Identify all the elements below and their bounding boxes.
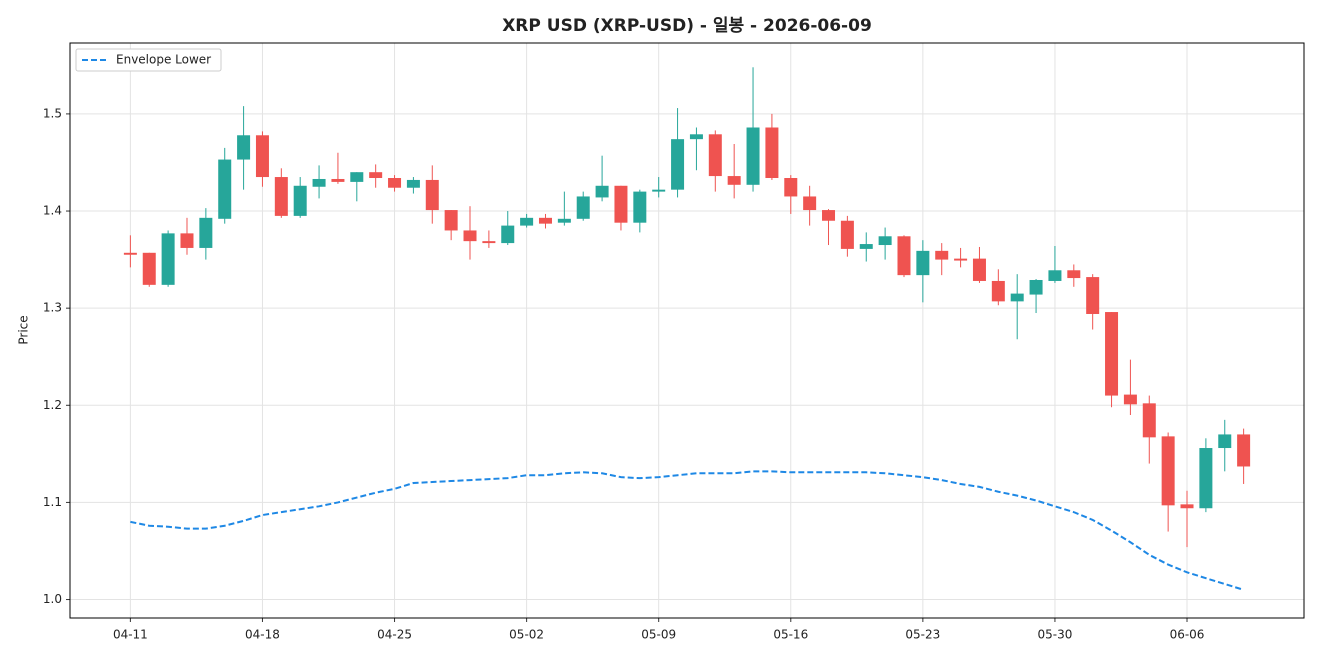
candle-body (142, 252, 156, 285)
candle-body (1029, 279, 1043, 295)
x-tick-label: 06-06 (1170, 628, 1205, 642)
x-tick-label: 04-25 (377, 628, 412, 642)
y-axis-label: Price (17, 315, 31, 344)
candle-body (237, 135, 251, 160)
candle-body (954, 258, 968, 261)
candle-body (935, 250, 949, 260)
x-tick-label: 04-18 (245, 628, 280, 642)
y-tick-label: 1.3 (43, 301, 62, 315)
candle-body (161, 233, 175, 285)
candle-body (331, 178, 345, 182)
candle-body (803, 196, 817, 211)
candle-body (538, 217, 552, 224)
candle-body (595, 185, 609, 198)
candle-body (633, 191, 647, 223)
candle-body (1048, 270, 1062, 281)
candle-body (689, 134, 703, 140)
y-tick-label: 1.5 (43, 106, 62, 120)
candle-body (123, 252, 137, 255)
line-series (130, 470, 1244, 591)
candle-body (991, 280, 1005, 302)
candle-body (482, 241, 496, 244)
chart-title: XRP USD (XRP-USD) - 일봉 - 2026-06-09 (502, 16, 872, 36)
candle-body (255, 135, 269, 178)
candle-body (765, 127, 779, 179)
candle-body (1237, 434, 1251, 467)
candle-body (312, 178, 326, 187)
x-tick-label: 04-11 (113, 628, 148, 642)
candle-body (822, 210, 836, 221)
candle-body (1199, 448, 1213, 509)
candle-body (652, 189, 666, 192)
candle-body (708, 134, 722, 177)
candle-body (1067, 270, 1081, 279)
plot-frame (69, 42, 1305, 619)
candle-body (878, 236, 892, 246)
legend-box (75, 48, 222, 72)
candle-body (501, 225, 515, 244)
x-tick-label: 05-23 (905, 628, 940, 642)
candle-body (520, 217, 534, 226)
candle-body (1161, 436, 1175, 506)
candle-body (1010, 293, 1024, 302)
y-tick-label: 1.1 (43, 495, 62, 509)
candle-body (218, 159, 232, 219)
candle-body (369, 172, 383, 179)
candle-body (557, 218, 571, 223)
candle-body (746, 127, 760, 185)
legend: Envelope Lower (75, 48, 222, 72)
x-tick-label: 05-09 (641, 628, 676, 642)
y-tick-label: 1.2 (43, 398, 62, 412)
candle-body (972, 258, 986, 281)
candle-body (388, 178, 402, 188)
candle-body (425, 179, 439, 211)
candle-body (1142, 403, 1156, 438)
x-tick-label: 05-16 (773, 628, 808, 642)
y-tick-label: 1.0 (43, 592, 62, 606)
candle-body (463, 230, 477, 242)
x-tick-label: 05-02 (509, 628, 544, 642)
candle-body (406, 179, 420, 188)
candle-body (1086, 277, 1100, 314)
candle-body (1180, 504, 1194, 509)
candle-body (859, 244, 873, 249)
candle-body (180, 233, 194, 248)
candle-body (727, 176, 741, 185)
candle-body (1218, 434, 1232, 449)
candle-body (916, 250, 930, 276)
y-tick-label: 1.4 (43, 204, 62, 218)
candle-body (576, 196, 590, 219)
candle-body (671, 139, 685, 190)
candle-body (444, 210, 458, 231)
candle-body (784, 178, 798, 197)
x-tick-label: 05-30 (1037, 628, 1072, 642)
candle-body (614, 185, 628, 223)
candle-body (1105, 312, 1119, 396)
legend-label: Envelope Lower (116, 53, 211, 67)
candle-body (1123, 394, 1137, 405)
candle-body (350, 172, 364, 182)
candle-body (840, 220, 854, 249)
candle-body (274, 177, 288, 216)
candle-body (199, 217, 213, 248)
candle-body (293, 185, 307, 216)
candle-body (897, 236, 911, 276)
